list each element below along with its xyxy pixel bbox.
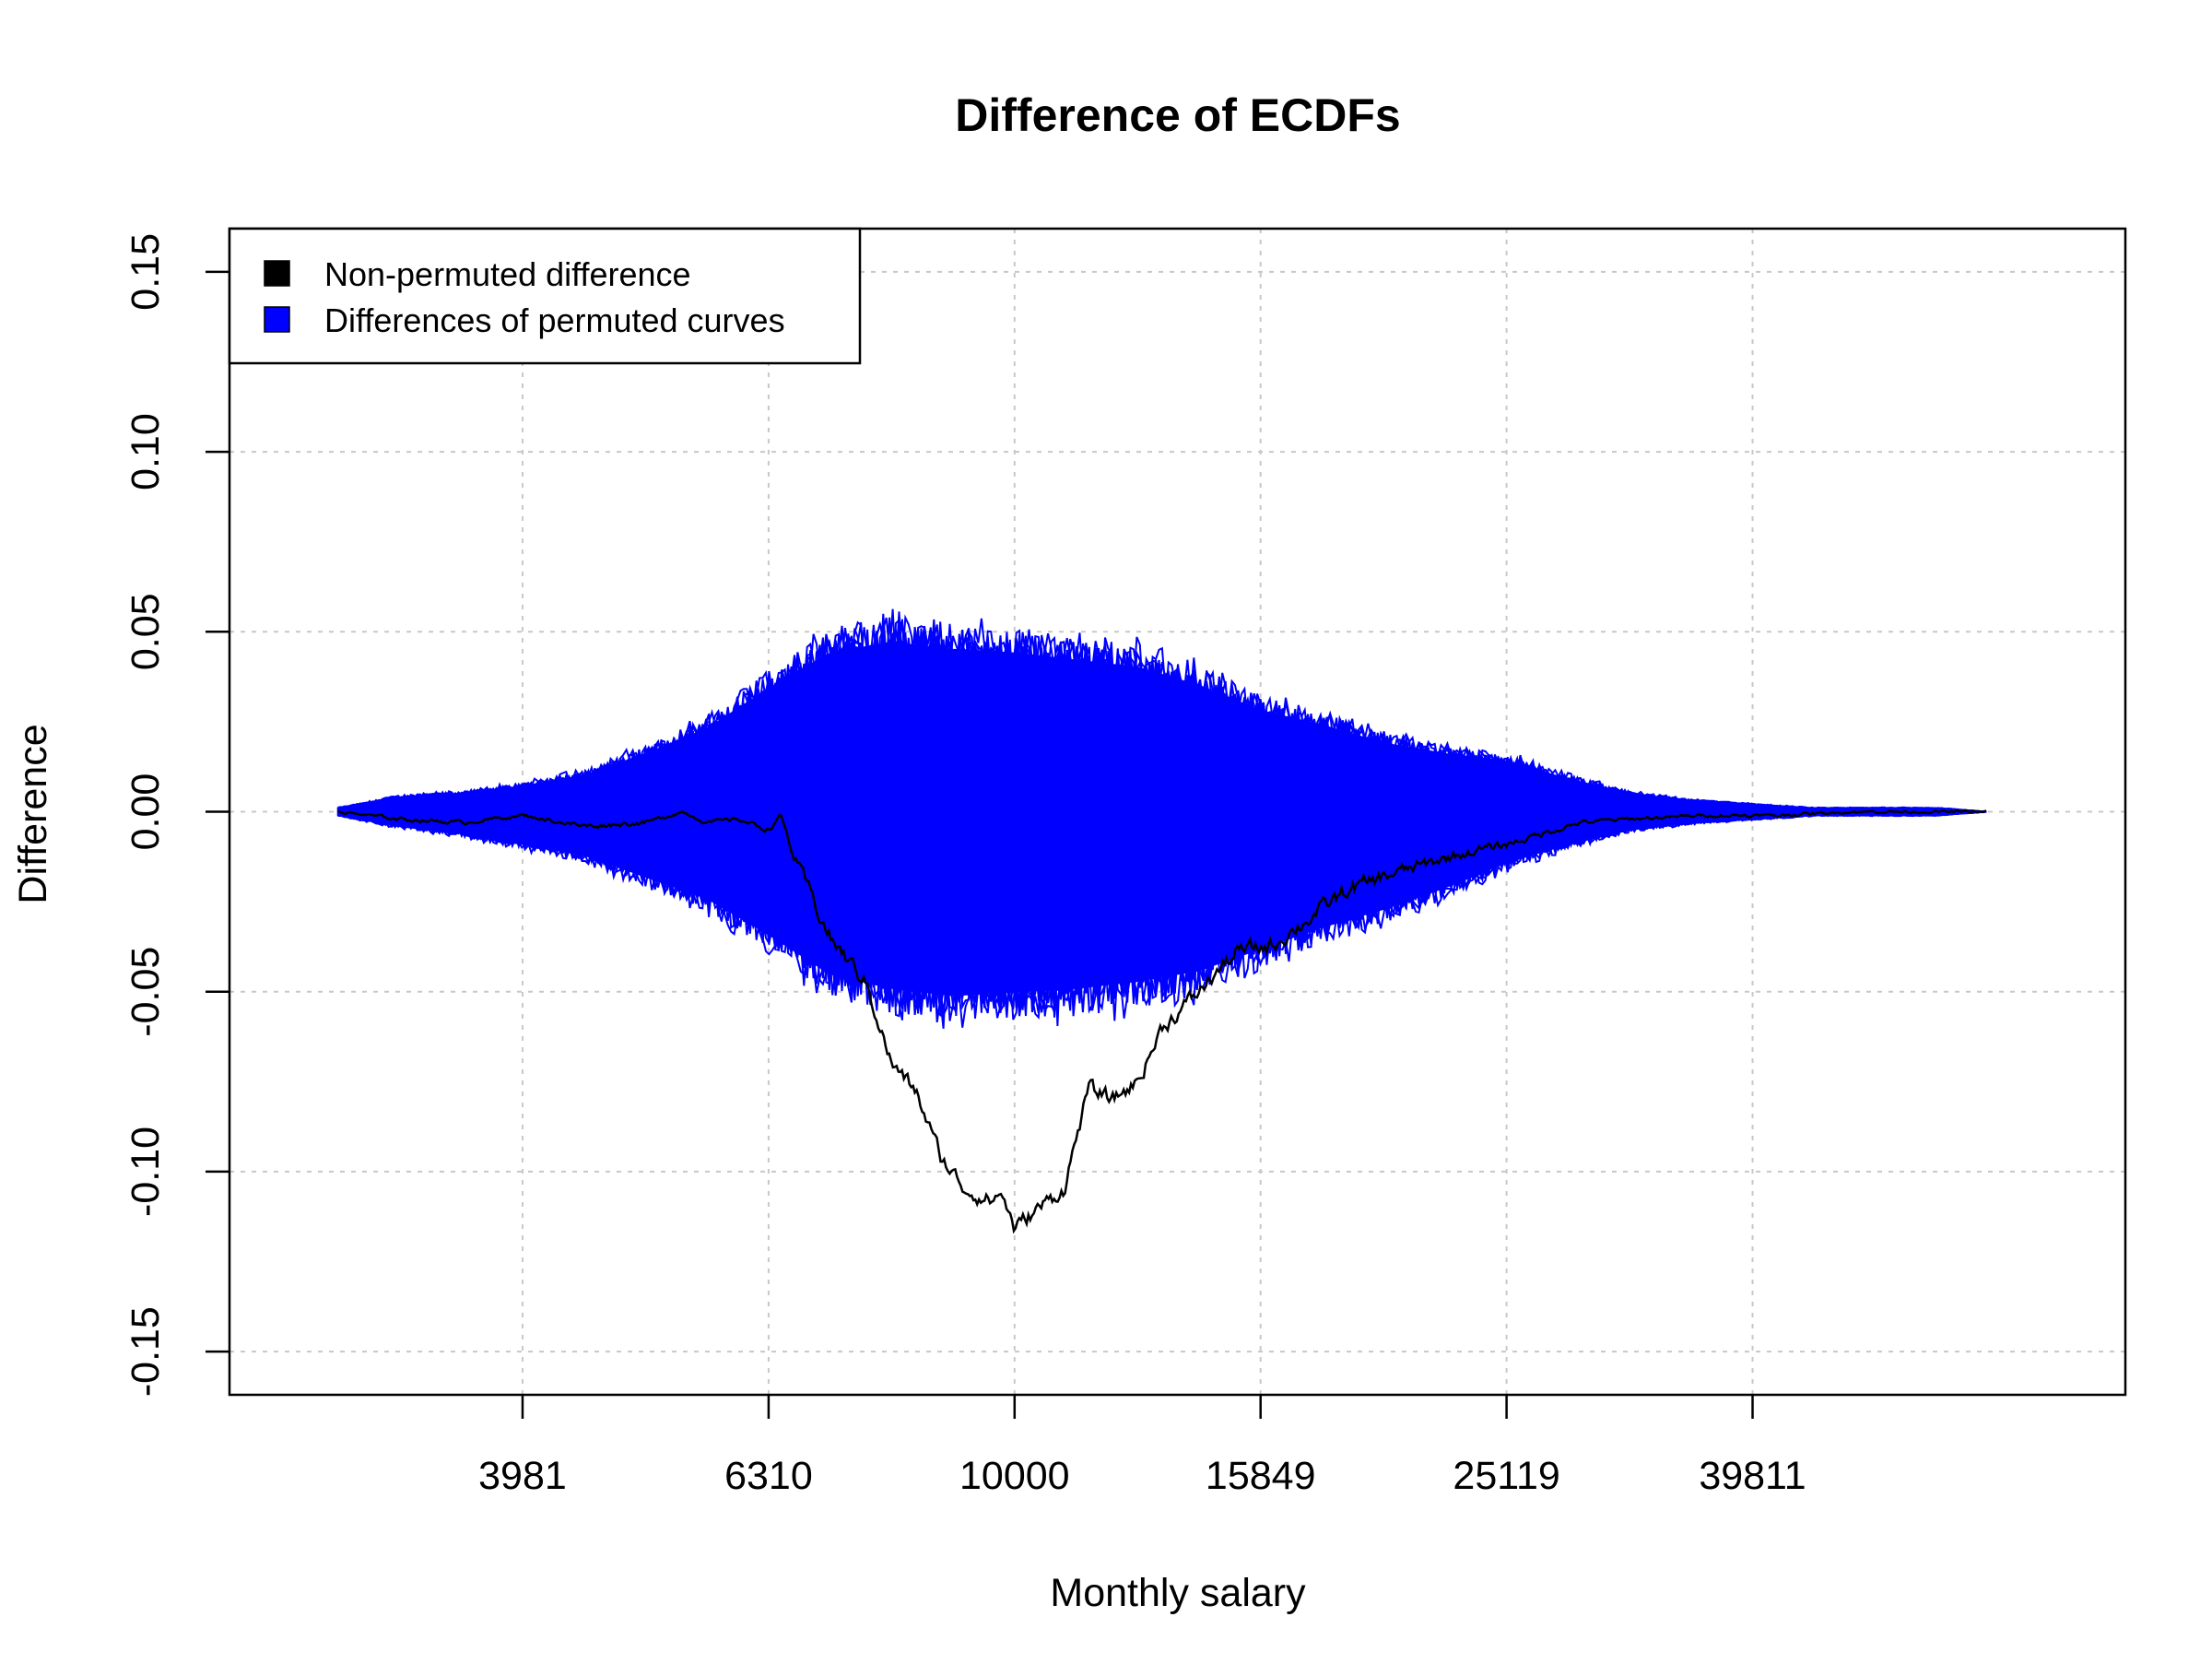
x-tick-label: 25119 (1453, 1454, 1559, 1498)
y-axis-label: Difference (11, 724, 55, 903)
permuted-curve (337, 810, 1987, 1029)
y-tick-label: 0.10 (124, 413, 168, 490)
permuted-curve (337, 617, 1987, 813)
y-tick-label: -0.15 (124, 1306, 168, 1397)
x-axis-label: Monthly salary (1050, 1571, 1306, 1615)
x-tick-label: 39811 (1699, 1454, 1806, 1498)
chart-title: Difference of ECDFs (955, 89, 1400, 141)
non-permuted-line-layer (337, 808, 1987, 1234)
legend-box (228, 227, 862, 365)
y-tick-label: 0.00 (124, 773, 168, 851)
legend-label-non-permuted: Non-permuted difference (324, 255, 691, 293)
y-tick-label: -0.10 (124, 1127, 168, 1217)
x-axis: 3981 6310 10000 15849 25119 39811 (478, 1395, 1806, 1498)
y-tick-label: 0.05 (124, 593, 168, 670)
y-tick-label: -0.05 (124, 947, 168, 1037)
legend-swatch-non-permuted (264, 260, 290, 287)
legend-label-permuted: Differences of permuted curves (324, 301, 785, 339)
x-tick-label: 6310 (724, 1454, 813, 1498)
permuted-curves-layer (336, 608, 1987, 1029)
y-tick-label: 0.15 (124, 233, 168, 311)
legend-swatch-permuted (264, 306, 290, 333)
non-permuted-difference-line (337, 808, 1987, 1234)
x-tick-label: 10000 (959, 1454, 1070, 1498)
x-tick-label: 15849 (1206, 1454, 1316, 1498)
x-tick-label: 3981 (478, 1454, 567, 1498)
legend: Non-permuted difference Differences of p… (228, 227, 862, 365)
y-axis: -0.15 -0.10 -0.05 0.00 0.05 0.10 0.15 (124, 233, 229, 1397)
